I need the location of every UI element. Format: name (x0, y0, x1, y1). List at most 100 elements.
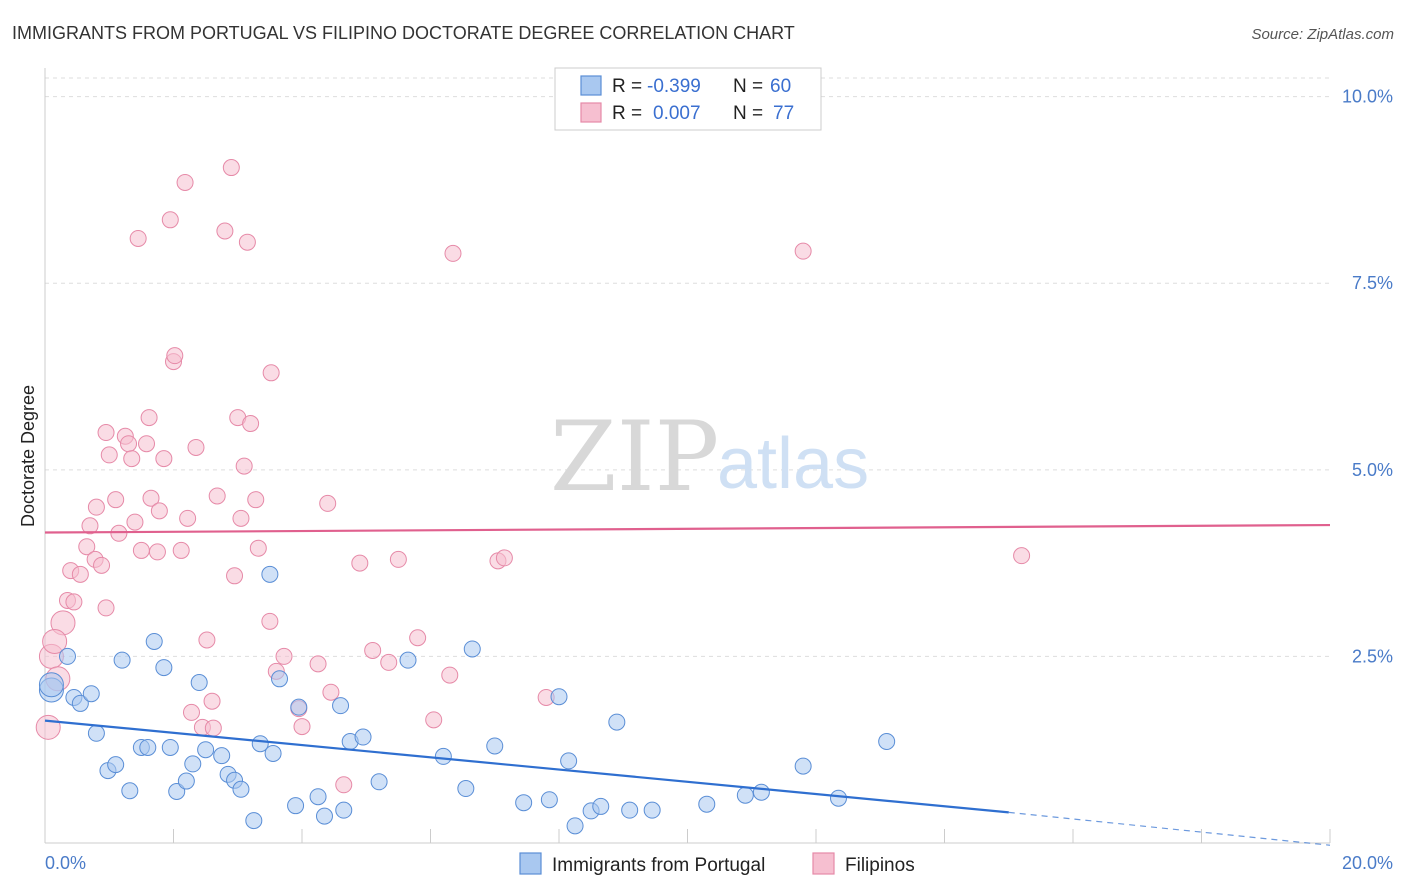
filipinos-point (176, 173, 194, 191)
axes (44, 68, 1331, 844)
watermark: ZIP atlas (550, 401, 869, 513)
y-tick-label: 10.0% (1342, 87, 1393, 107)
filipinos-point (441, 666, 459, 684)
filipinos-point (187, 438, 205, 456)
filipinos-point (42, 628, 68, 654)
legend-portugal-label: Immigrants from Portugal (552, 855, 765, 876)
portugal-point (515, 794, 533, 812)
filipinos-point (235, 457, 253, 475)
portugal-point (621, 801, 639, 819)
stats-pink-swatch (580, 102, 602, 123)
portugal-point (592, 797, 610, 815)
portugal-point (566, 817, 584, 835)
portugal-point (38, 672, 64, 698)
filipinos-point (155, 450, 173, 468)
portugal-point (309, 788, 327, 806)
x-tick-labels: 0.0% 20.0% (45, 853, 1393, 873)
stats-blue-n-label: N = (733, 76, 763, 97)
portugal-point (107, 756, 125, 774)
filipinos-point (322, 683, 340, 701)
portugal-point (161, 738, 179, 756)
stats-blue-r-label: R = (612, 76, 642, 97)
portugal-point (736, 786, 754, 804)
portugal-point (71, 694, 89, 712)
portugal-point (213, 747, 231, 765)
filipinos-point (208, 487, 226, 505)
portugal-point (457, 780, 475, 798)
filipinos-point (380, 653, 398, 671)
x-tick-label: 20.0% (1342, 853, 1393, 873)
portugal-point (113, 651, 131, 669)
chart-title: IMMIGRANTS FROM PORTUGAL VS FILIPINO DOC… (12, 23, 795, 43)
filipinos-point (1013, 547, 1031, 565)
filipinos-point (129, 229, 147, 247)
filipinos-point (309, 655, 327, 673)
filipinos-point (794, 242, 812, 260)
portugal-point (794, 757, 812, 775)
trend-lines (44, 523, 1331, 846)
filipinos-point (93, 556, 111, 574)
portugal-point (184, 755, 202, 773)
filipinos-point (81, 517, 99, 535)
y-axis-label: Doctorate Degree (18, 385, 38, 527)
portugal-point (560, 752, 578, 770)
portugal-point (752, 783, 770, 801)
filipinos-point (232, 509, 250, 527)
portugal-point (82, 685, 100, 703)
filipinos-point (293, 718, 311, 736)
portugal-point (245, 812, 263, 830)
filipinos-point (35, 714, 61, 740)
legend-portugal-swatch (519, 852, 542, 875)
filipinos-point (226, 567, 244, 585)
filipinos-point (110, 524, 128, 542)
portugal-point (354, 728, 372, 746)
filipinos-point (161, 211, 179, 229)
portugal-point (878, 732, 896, 750)
filipinos-point (204, 719, 222, 737)
portugal-point (315, 807, 333, 825)
stats-box: R = -0.399 N = 60 R = 0.007 N = 77 (554, 67, 822, 131)
legend: Immigrants from Portugal Filipinos (519, 852, 915, 876)
portugal-trend-extension (1008, 811, 1331, 846)
portugal-point (168, 783, 186, 801)
filipinos-point (142, 489, 160, 507)
filipinos-point (216, 222, 234, 240)
portugal-points (38, 565, 896, 835)
portugal-point (261, 565, 279, 583)
filipinos-point (87, 498, 105, 516)
filipinos-point (138, 435, 156, 453)
portugal-point (139, 738, 157, 756)
portugal-point (332, 697, 350, 715)
filipinos-point (65, 593, 83, 611)
filipinos-point (132, 541, 150, 559)
y-tick-label: 2.5% (1352, 646, 1393, 666)
legend-filipinos-swatch (812, 852, 835, 875)
portugal-point (121, 782, 139, 800)
portugal-point (87, 724, 105, 742)
filipinos-point (262, 364, 280, 382)
portugal-point (335, 801, 353, 819)
filipinos-point (198, 631, 216, 649)
filipinos-point (100, 446, 118, 464)
y-tick-label: 7.5% (1352, 273, 1393, 293)
portugal-point (197, 741, 215, 759)
stats-pink-r-label: R = (612, 103, 642, 124)
portugal-point (290, 698, 308, 716)
portugal-point (370, 773, 388, 791)
portugal-point (287, 797, 305, 815)
filipinos-points (35, 159, 1031, 794)
filipinos-point (179, 509, 197, 527)
stats-pink-n-label: N = (733, 103, 763, 124)
chart-source: Source: ZipAtlas.com (1251, 26, 1394, 43)
portugal-point (271, 670, 289, 688)
filipinos-point (242, 415, 260, 433)
filipinos-point (261, 612, 279, 630)
filipinos-point (203, 692, 221, 710)
stats-pink-n-value: 77 (773, 103, 794, 124)
portugal-point (155, 659, 173, 677)
filipinos-point (78, 538, 96, 556)
stats-blue-r-value: -0.399 (647, 76, 701, 97)
filipinos-point (275, 647, 293, 665)
filipinos-point (126, 513, 144, 531)
